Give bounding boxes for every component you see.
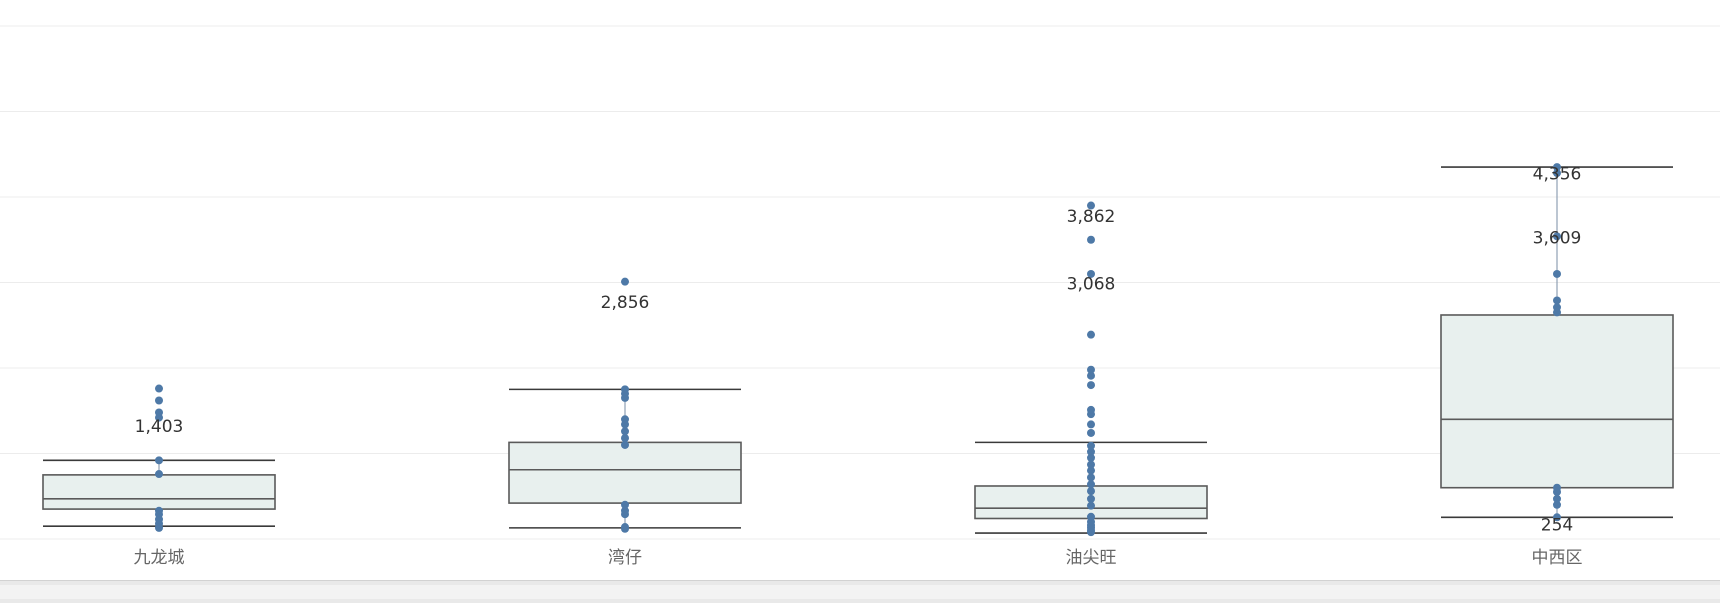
- data-point: [1087, 453, 1095, 462]
- value-label: 254: [1541, 515, 1573, 535]
- box-group: [508, 277, 742, 533]
- data-point: [1087, 201, 1095, 210]
- x-tick-label: 九龙城: [134, 548, 185, 568]
- horizontal-scrollbar[interactable]: [0, 580, 1720, 603]
- box-iqr: [508, 441, 742, 504]
- data-point: [621, 277, 629, 286]
- box-group: [974, 201, 1208, 537]
- data-point: [155, 384, 163, 393]
- data-point: [1087, 501, 1095, 510]
- box-iqr: [1440, 314, 1674, 489]
- data-point: [1087, 460, 1095, 469]
- data-point: [1087, 466, 1095, 475]
- data-point: [1553, 483, 1561, 492]
- data-point: [1087, 371, 1095, 380]
- data-point: [1087, 365, 1095, 374]
- data-point: [621, 506, 629, 515]
- data-point: [155, 506, 163, 515]
- data-point: [621, 427, 629, 436]
- data-point: [1553, 163, 1561, 172]
- data-point: [1553, 513, 1561, 522]
- value-label: 2,856: [601, 293, 650, 313]
- data-point: [1087, 473, 1095, 482]
- data-point: [1087, 330, 1095, 339]
- x-tick-label: 油尖旺: [1066, 548, 1117, 568]
- data-point: [1087, 487, 1095, 496]
- gridlines: [0, 25, 1720, 540]
- data-point: [1087, 480, 1095, 489]
- data-point: [1087, 428, 1095, 437]
- data-point: [1553, 232, 1561, 241]
- scrollbar-thumb[interactable]: [0, 585, 1720, 599]
- data-point: [1087, 447, 1095, 456]
- value-label: 1,403: [135, 417, 184, 437]
- x-tick-label: 中西区: [1532, 548, 1583, 568]
- x-tick-label: 湾仔: [608, 548, 642, 568]
- data-point: [1087, 381, 1095, 390]
- data-point: [1553, 169, 1561, 178]
- data-point: [1553, 296, 1561, 305]
- data-point: [1087, 420, 1095, 429]
- data-point: [621, 434, 629, 443]
- data-point: [1087, 405, 1095, 414]
- data-point: [155, 396, 163, 405]
- data-point: [621, 523, 629, 532]
- data-point: [621, 440, 629, 449]
- data-point: [621, 500, 629, 509]
- value-label: 3,609: [1533, 228, 1582, 248]
- data-point: [1553, 500, 1561, 509]
- box-group: [1440, 163, 1674, 522]
- box-group: [42, 384, 276, 532]
- data-point: [621, 415, 629, 424]
- data-point: [155, 470, 163, 479]
- data-point: [1087, 494, 1095, 503]
- data-point: [1087, 441, 1095, 450]
- data-point: [1553, 303, 1561, 312]
- box-plot-series: [42, 163, 1674, 537]
- box-iqr: [42, 474, 276, 510]
- data-point: [155, 456, 163, 465]
- data-point: [1553, 269, 1561, 278]
- value-label: 3,862: [1067, 207, 1116, 227]
- data-point: [1087, 269, 1095, 278]
- box-plot-chart: 1,403 2,856 3,862 3,068 4,356 3,609 254 九龙城 湾仔 油…: [0, 25, 1720, 568]
- value-labels: 1,403 2,856 3,862 3,068 4,356 3,609 254: [135, 165, 1582, 536]
- data-point: [155, 408, 163, 417]
- value-label: 4,356: [1533, 165, 1582, 185]
- data-point: [1087, 512, 1095, 521]
- data-point: [1553, 494, 1561, 503]
- data-point: [1087, 235, 1095, 244]
- data-point: [621, 385, 629, 394]
- value-label: 3,068: [1067, 275, 1116, 295]
- x-axis: 九龙城 湾仔 油尖旺 中西区: [134, 548, 1583, 568]
